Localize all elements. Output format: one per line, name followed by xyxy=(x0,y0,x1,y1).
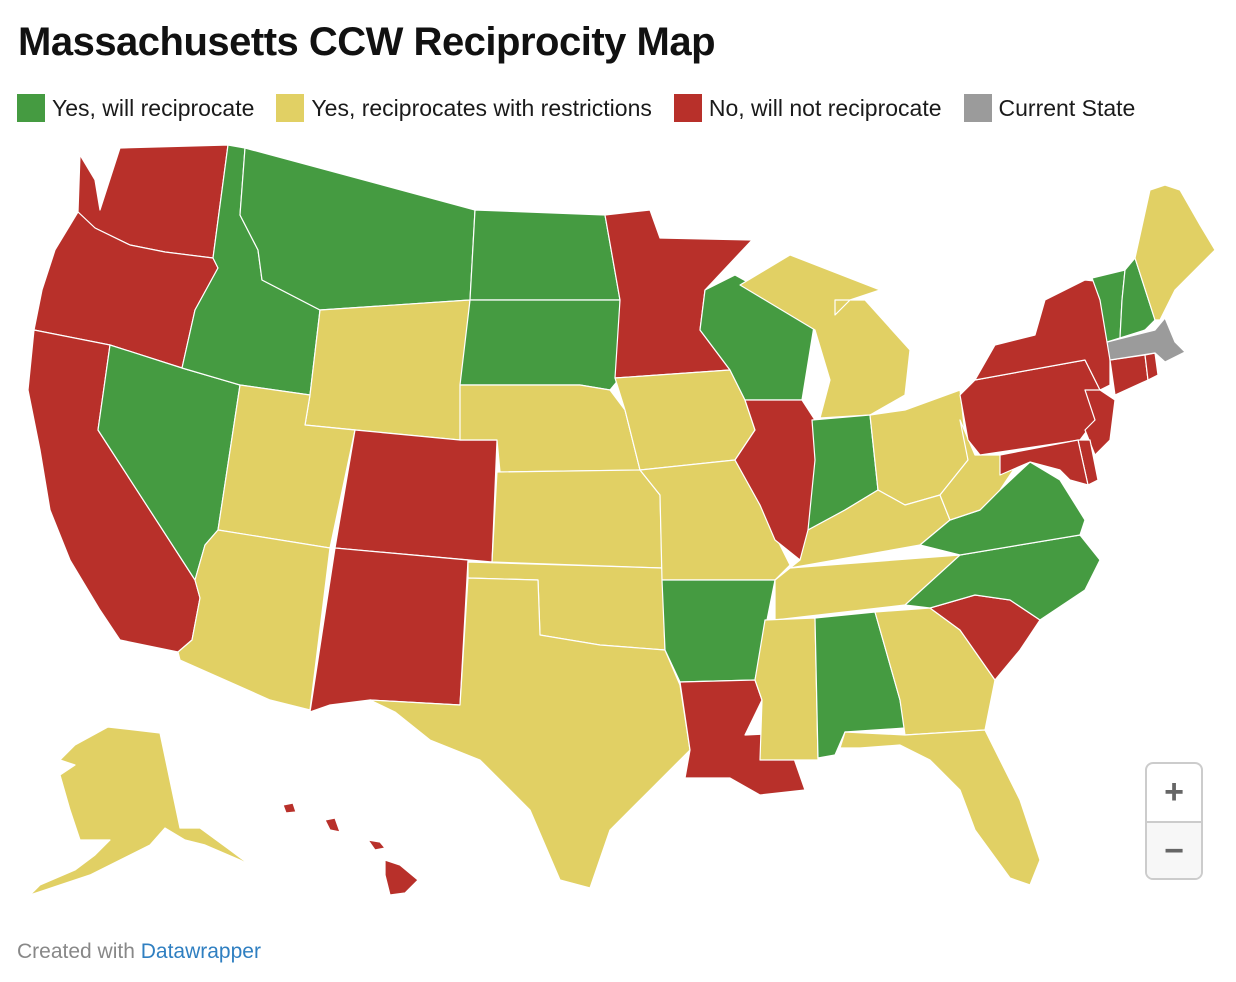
state-HI-oahu[interactable] xyxy=(324,817,341,833)
footer-prefix: Created with xyxy=(17,940,141,963)
footer-credit: Created with Datawrapper xyxy=(17,940,261,964)
legend-item-current: Current State xyxy=(963,94,1136,122)
state-MT[interactable] xyxy=(239,147,476,311)
legend-item-no: No, will not reciprocate xyxy=(673,94,942,122)
zoom-out-button[interactable]: − xyxy=(1147,821,1201,878)
zoom-in-button[interactable]: + xyxy=(1164,773,1184,811)
state-CO[interactable] xyxy=(334,429,498,563)
state-HI-kauai[interactable] xyxy=(282,802,297,814)
legend-label-no: No, will not reciprocate xyxy=(708,94,942,121)
state-MI[interactable] xyxy=(739,254,911,419)
state-RI[interactable] xyxy=(1144,352,1159,381)
legend-label-restricted: Yes, reciprocates with restrictions xyxy=(311,94,652,121)
state-SD[interactable] xyxy=(459,299,621,391)
state-NM[interactable] xyxy=(309,547,469,713)
legend-swatch-yes xyxy=(17,94,45,122)
legend: Yes, will reciprocate Yes, reciprocates … xyxy=(17,94,1157,122)
us-map[interactable] xyxy=(0,140,1236,920)
state-HI-maui[interactable] xyxy=(367,839,386,851)
state-MD[interactable] xyxy=(999,439,1089,486)
state-IL[interactable] xyxy=(734,399,819,561)
state-IA[interactable] xyxy=(614,369,756,471)
state-AK[interactable] xyxy=(29,726,251,896)
state-KS[interactable] xyxy=(491,469,663,569)
legend-label-current: Current State xyxy=(998,94,1136,121)
legend-swatch-restricted xyxy=(276,94,305,122)
state-FL[interactable] xyxy=(839,729,1041,886)
legend-label-yes: Yes, will reciprocate xyxy=(52,94,255,121)
legend-item-yes: Yes, will reciprocate xyxy=(17,94,254,122)
legend-item-restricted: Yes, reciprocates with restrictions xyxy=(276,94,652,122)
state-NJ[interactable] xyxy=(1084,389,1116,456)
state-AZ[interactable] xyxy=(177,529,331,711)
state-TX[interactable] xyxy=(369,577,691,889)
map-title: Massachusetts CCW Reciprocity Map xyxy=(18,20,716,64)
state-ME[interactable] xyxy=(1134,184,1216,321)
legend-swatch-current xyxy=(963,94,992,122)
zoom-controls: + − xyxy=(1145,762,1203,880)
state-HI-main[interactable] xyxy=(384,859,419,896)
state-ND[interactable] xyxy=(469,209,621,301)
state-MA[interactable] xyxy=(1106,317,1186,363)
legend-swatch-no xyxy=(673,94,702,122)
datawrapper-link[interactable]: Datawrapper xyxy=(140,940,261,963)
state-WY[interactable] xyxy=(304,299,471,441)
state-MS[interactable] xyxy=(754,617,819,761)
state-CT[interactable] xyxy=(1109,354,1149,396)
